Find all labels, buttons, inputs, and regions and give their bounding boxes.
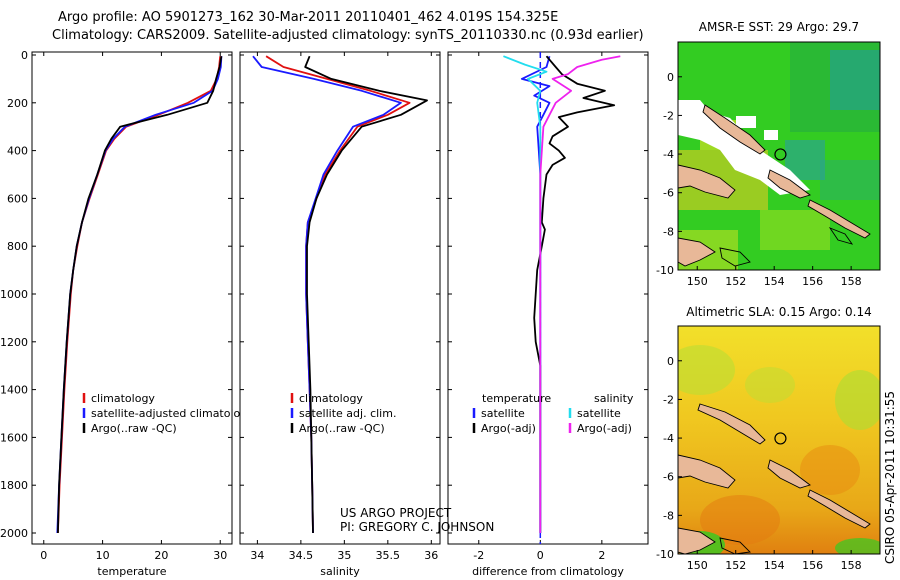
sla-map-lat-label: -10	[656, 548, 674, 561]
salinity-xtick-label: 35.5	[376, 549, 401, 562]
difference-xlabel: difference from climatology	[472, 565, 624, 578]
depth-tick-label: 200	[7, 97, 28, 110]
sst-map-frame	[677, 41, 881, 271]
depth-tick-label: 1000	[0, 288, 28, 301]
salinity-panel: 34 34.5 35 35.5 36 salinity climatology satelli…	[239, 51, 441, 578]
temperature-panel: 0 200 400 600 800 1000 1200 1400 1600 1800 2000 0 10…	[0, 49, 254, 578]
difference-legend-temperature-argo-adj: Argo(-adj)	[481, 422, 536, 435]
sst-map-lon-label: 158	[841, 275, 862, 288]
salinity-xtick-label: 34	[250, 549, 264, 562]
project-label: US ARGO PROJECT	[340, 506, 452, 520]
depth-tick-label: 800	[7, 240, 28, 253]
sla-map-lon-label: 150	[687, 559, 708, 572]
land-new-ireland	[702, 104, 766, 155]
salinity-xtick-label: 35	[337, 549, 351, 562]
sst-map-lon-label: 156	[802, 275, 823, 288]
temperature-xtick-label: 0	[40, 549, 47, 562]
depth-tick-label: 2000	[0, 527, 28, 540]
sla-map-frame	[677, 325, 881, 555]
salinity-series-argo-raw-qc	[304, 55, 428, 534]
salinity-xtick-label: 34.5	[289, 549, 314, 562]
sla-map-lat-label: -4	[663, 432, 674, 445]
depth-tick-label: 600	[7, 192, 28, 205]
temperature-xtick-label: 10	[96, 549, 110, 562]
sst-map-lat-label: -10	[656, 264, 674, 277]
difference-xtick-label: 0	[537, 549, 544, 562]
difference-axes-frame	[447, 51, 649, 545]
temperature-xtick-label: 20	[154, 549, 168, 562]
figure-title-line-2: Climatology: CARS2009. Satellite-adjuste…	[52, 28, 644, 43]
temperature-axes-frame	[31, 51, 233, 545]
difference-series-salinity-argo-adj	[539, 55, 621, 533]
sst-map-lon-label: 150	[687, 275, 708, 288]
sla-map-lon-label: 154	[764, 559, 785, 572]
sla-map-lat-label: 0	[667, 355, 674, 368]
sst-map-lat-label: -4	[663, 148, 674, 161]
depth-tick-label: 1600	[0, 431, 28, 444]
sla-map-lat-label: -8	[663, 509, 674, 522]
difference-xtick-label: 2	[598, 549, 605, 562]
csiro-timestamp: CSIRO 05-Apr-2011 10:31:55	[883, 391, 897, 564]
salinity-axes-frame	[239, 51, 441, 545]
depth-tick-label: 1200	[0, 336, 28, 349]
temperature-xlabel: temperature	[97, 565, 166, 578]
sla-map-lat-label: -6	[663, 471, 674, 484]
land-new-guinea	[678, 164, 736, 199]
pi-label: PI: GREGORY C. JOHNSON	[340, 520, 494, 534]
argo-float-marker	[774, 148, 787, 161]
sst-map-lon-label: 154	[764, 275, 785, 288]
depth-tick-label: 1400	[0, 384, 28, 397]
sst-map-lat-label: -8	[663, 225, 674, 238]
sst-map-title: AMSR-E SST: 29 Argo: 29.7	[699, 20, 859, 34]
sst-map-lat-label: 0	[667, 71, 674, 84]
sst-map-lat-label: -6	[663, 187, 674, 200]
temperature-legend-climatology: climatology	[91, 392, 155, 405]
salinity-xtick-label: 36	[424, 549, 438, 562]
depth-tick-label: 1800	[0, 479, 28, 492]
difference-legend-salinity-argo-adj: Argo(-adj)	[577, 422, 632, 435]
difference-xtick-label: -2	[473, 549, 484, 562]
temperature-series-argo-raw-qc	[57, 56, 223, 534]
sst-map: AMSR-E SST: 29 Argo: 29.7 150 152 154 156 15…	[656, 20, 881, 288]
salinity-legend-satellite-adj-clim: satellite adj. clim.	[299, 407, 396, 420]
argo-float-marker	[774, 432, 787, 445]
sla-map: Altimetric SLA: 0.15 Argo: 0.14 150 152 15…	[656, 305, 881, 572]
temperature-legend-satellite-adjusted-climatology: satellite-adjusted climatology	[91, 407, 254, 420]
sla-map-title: Altimetric SLA: 0.15 Argo: 0.14	[686, 305, 871, 319]
salinity-xlabel: salinity	[320, 565, 360, 578]
depth-tick-label: 400	[7, 145, 28, 158]
difference-panel: -2 0 2 difference from climatology temperatu…	[447, 51, 649, 578]
difference-series-temperature-argo-adj	[533, 55, 616, 533]
sst-map-lon-label: 152	[725, 275, 746, 288]
temperature-legend-argo-raw-qc: Argo(..raw -QC)	[91, 422, 177, 435]
sst-map-lat-label: -2	[663, 109, 674, 122]
difference-legend-salinity-satellite: satellite	[577, 407, 621, 420]
difference-legend-heading-salinity: salinity	[594, 392, 634, 405]
figure-title-line-1: Argo profile: AO 5901273_162 30-Mar-2011…	[58, 10, 559, 25]
temperature-xtick-label: 30	[213, 549, 227, 562]
salinity-legend-climatology: climatology	[299, 392, 363, 405]
sla-map-lat-label: -2	[663, 393, 674, 406]
salinity-legend-argo-raw-qc: Argo(..raw -QC)	[299, 422, 385, 435]
depth-tick-label: 0	[21, 49, 28, 62]
difference-legend-heading-temperature: temperature	[482, 392, 551, 405]
sla-map-lon-label: 158	[841, 559, 862, 572]
sla-map-lon-label: 152	[725, 559, 746, 572]
sla-map-lon-label: 156	[802, 559, 823, 572]
difference-legend-temperature-satellite: satellite	[481, 407, 525, 420]
